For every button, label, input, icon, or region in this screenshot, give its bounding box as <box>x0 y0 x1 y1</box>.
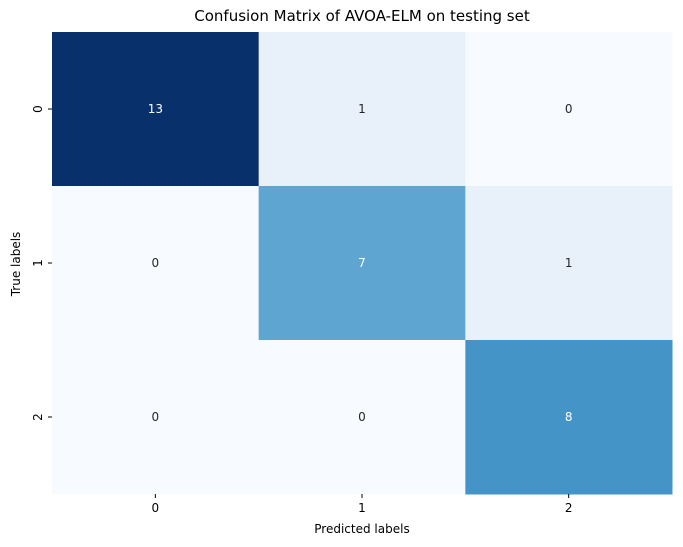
x-tick-label-1: 1 <box>358 501 366 515</box>
x-tick-label-2: 2 <box>565 501 573 515</box>
chart-title: Confusion Matrix of AVOA-ELM on testing … <box>194 7 530 25</box>
heatmap-value-1-0: 0 <box>152 256 160 270</box>
heatmap-value-1-2: 1 <box>565 256 573 270</box>
heatmap-cell-1-0 <box>52 186 260 341</box>
heatmap-cell-0-0 <box>52 32 260 187</box>
heatmap-value-2-2: 8 <box>565 410 573 424</box>
heatmap-value-0-1: 1 <box>358 102 366 116</box>
heatmap-value-2-1: 0 <box>358 410 366 424</box>
heatmap-cell-2-0 <box>52 340 260 495</box>
heatmap-cell-0-1 <box>258 32 466 187</box>
heatmap-value-0-2: 0 <box>565 102 573 116</box>
heatmap-cell-2-2 <box>465 340 673 495</box>
y-tick-label-2: 2 <box>31 413 45 421</box>
y-axis-label: True labels <box>9 232 23 298</box>
heatmap-cell-1-2 <box>465 186 673 341</box>
heatmap-cell-2-1 <box>258 340 466 495</box>
heatmap-value-1-1: 7 <box>358 256 366 270</box>
y-axis-ticks: 0 1 2 <box>31 105 52 421</box>
x-axis-ticks: 0 1 2 <box>152 494 573 515</box>
heatmap-cell-0-2 <box>465 32 673 187</box>
x-axis-label: Predicted labels <box>314 522 409 536</box>
heatmap-cell-1-1 <box>258 186 466 341</box>
heatmap-cells: 13 1 0 0 7 1 0 0 8 <box>52 32 673 495</box>
y-tick-label-0: 0 <box>31 105 45 113</box>
heatmap-value-0-0: 13 <box>148 102 163 116</box>
heatmap-value-2-0: 0 <box>152 410 160 424</box>
y-tick-label-1: 1 <box>31 259 45 267</box>
x-tick-label-0: 0 <box>152 501 160 515</box>
